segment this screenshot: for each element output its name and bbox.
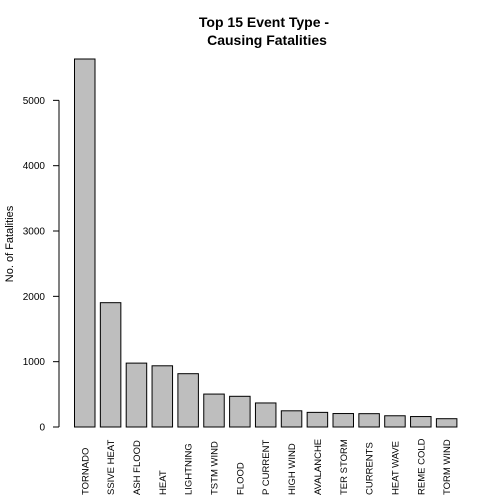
x-tick-label-9: AVALANCHE xyxy=(313,439,324,495)
x-tick-label-5: TSTM WIND xyxy=(210,441,221,495)
y-axis-title: No. of Fatalities xyxy=(4,205,16,282)
y-tick-label-4: 4000 xyxy=(23,161,46,172)
x-tick-label-12: HEAT WAVE xyxy=(390,441,401,495)
x-tick-label-0: TORNADO xyxy=(80,448,91,495)
bar-6 xyxy=(229,395,251,428)
bar-5 xyxy=(203,393,225,428)
bar-0 xyxy=(74,58,96,428)
bar-7 xyxy=(254,402,277,428)
x-tick-label-8: HIGH WIND xyxy=(287,443,298,495)
x-tick-label-13: REME COLD xyxy=(416,438,427,495)
chart-title-line-2: Causing Fatalities xyxy=(207,32,327,48)
bar-14 xyxy=(435,418,458,428)
x-axis-labels: TORNADO SSIVE HEAT ASH FLOOD HEAT LIGHTNING T… xyxy=(80,438,453,495)
x-tick-label-1: SSIVE HEAT xyxy=(106,440,117,495)
x-tick-label-14: TORM WIND xyxy=(442,439,453,495)
bar-2 xyxy=(125,362,148,428)
bar-9 xyxy=(306,411,329,428)
y-axis: 0 1000 2000 3000 4000 5000 xyxy=(23,96,60,434)
x-tick-label-4: LIGHTNING xyxy=(184,443,195,495)
x-tick-label-6: FLOOD xyxy=(235,462,246,495)
bars-group xyxy=(74,58,458,428)
bar-11 xyxy=(358,413,380,428)
x-tick-label-3: HEAT xyxy=(158,470,169,495)
x-tick-label-7: P CURRENT xyxy=(261,440,272,495)
x-tick-label-2: ASH FLOOD xyxy=(132,440,143,495)
bar-1 xyxy=(99,302,122,428)
bar-3 xyxy=(151,365,174,428)
y-tick-label-2: 2000 xyxy=(23,292,46,303)
bar-13 xyxy=(410,416,432,428)
y-tick-label-0: 0 xyxy=(39,423,45,434)
x-tick-label-11: CURRENTS xyxy=(365,442,376,495)
y-tick-label-1: 1000 xyxy=(23,357,46,368)
bar-10 xyxy=(332,413,354,428)
x-tick-label-10: TER STORM xyxy=(339,439,350,495)
y-tick-label-3: 3000 xyxy=(23,227,46,238)
bar-12 xyxy=(384,415,406,428)
bar-8 xyxy=(280,410,303,428)
bar-4 xyxy=(177,373,199,428)
y-tick-label-5: 5000 xyxy=(23,96,46,107)
chart-title-line-1: Top 15 Event Type - xyxy=(199,14,330,30)
